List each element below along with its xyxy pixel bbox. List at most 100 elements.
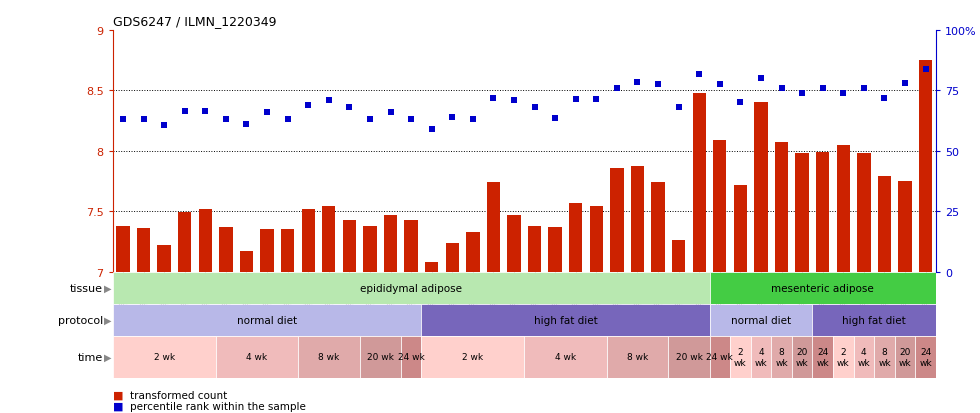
Point	[444, 114, 461, 121]
Bar	[508, 215, 520, 272]
Text: mesenteric adipose: mesenteric adipose	[771, 283, 874, 293]
Bar	[158, 245, 171, 272]
Bar	[569, 203, 582, 272]
Bar	[792, 336, 812, 378]
Bar	[899, 182, 911, 272]
Text: 8
wk: 8 wk	[878, 347, 891, 367]
Point	[259, 109, 274, 116]
Bar	[816, 153, 829, 272]
Bar	[734, 185, 747, 272]
Point	[342, 105, 358, 112]
Text: time: time	[77, 352, 103, 362]
Text: normal diet: normal diet	[731, 315, 791, 325]
Text: 2
wk: 2 wk	[734, 347, 747, 367]
Bar	[771, 336, 792, 378]
Bar	[137, 228, 150, 272]
Text: 8 wk: 8 wk	[318, 353, 339, 361]
Text: ▶: ▶	[104, 352, 111, 362]
Point	[176, 108, 192, 115]
Bar	[775, 143, 788, 272]
Bar	[590, 207, 603, 272]
Text: 4 wk: 4 wk	[555, 353, 576, 361]
Point	[711, 82, 727, 88]
Bar	[405, 220, 417, 272]
Text: 20
wk: 20 wk	[899, 347, 911, 367]
Text: ■: ■	[113, 401, 123, 411]
Point	[568, 96, 584, 103]
Bar	[713, 140, 726, 272]
Text: 2 wk: 2 wk	[463, 353, 483, 361]
Point	[280, 117, 296, 123]
Point	[507, 97, 522, 104]
Point	[135, 117, 151, 123]
Bar	[854, 336, 874, 378]
Point	[300, 102, 316, 109]
Bar	[652, 183, 664, 272]
Point	[898, 81, 913, 87]
Point	[527, 105, 543, 112]
Point	[486, 95, 502, 102]
Bar	[895, 336, 915, 378]
Bar	[710, 272, 936, 304]
Text: 20 wk: 20 wk	[675, 353, 703, 361]
Bar	[113, 272, 710, 304]
Bar	[796, 154, 808, 272]
Bar	[874, 336, 895, 378]
Bar	[343, 220, 356, 272]
Point	[157, 123, 172, 129]
Text: protocol: protocol	[58, 315, 103, 325]
Text: tissue: tissue	[70, 283, 103, 293]
Point	[733, 100, 749, 107]
Bar	[812, 304, 936, 336]
Point	[753, 76, 768, 83]
Text: 4
wk: 4 wk	[755, 347, 767, 367]
Bar	[421, 304, 710, 336]
Bar	[384, 215, 397, 272]
Bar	[837, 145, 850, 272]
Text: ▶: ▶	[104, 283, 111, 293]
Bar	[710, 304, 812, 336]
Text: 24
wk: 24 wk	[816, 347, 829, 367]
Text: 4 wk: 4 wk	[246, 353, 268, 361]
Bar	[858, 154, 870, 272]
Text: 24 wk: 24 wk	[398, 353, 424, 361]
Point	[651, 82, 666, 88]
Bar	[919, 61, 932, 272]
Bar	[812, 336, 833, 378]
Bar	[364, 226, 376, 272]
Point	[547, 116, 563, 122]
Point	[116, 117, 131, 123]
Bar	[302, 209, 315, 272]
Text: GDS6247 / ILMN_1220349: GDS6247 / ILMN_1220349	[113, 15, 276, 28]
Bar	[421, 336, 524, 378]
Text: 4
wk: 4 wk	[858, 347, 870, 367]
Point	[629, 79, 645, 86]
Point	[835, 90, 851, 97]
Text: percentile rank within the sample: percentile rank within the sample	[130, 401, 306, 411]
Text: transformed count: transformed count	[130, 390, 227, 400]
Bar	[360, 336, 401, 378]
Point	[363, 117, 378, 123]
Bar	[878, 177, 891, 272]
Bar	[668, 336, 710, 378]
Bar	[528, 226, 541, 272]
Bar	[113, 336, 216, 378]
Point	[774, 85, 790, 92]
Point	[198, 108, 214, 115]
Bar	[833, 336, 854, 378]
Bar	[524, 336, 607, 378]
Bar	[425, 262, 438, 272]
Bar	[915, 336, 936, 378]
Bar	[322, 207, 335, 272]
Point	[670, 105, 686, 112]
Bar	[199, 209, 212, 272]
Point	[691, 71, 707, 78]
Bar	[755, 103, 767, 272]
Point	[320, 97, 337, 104]
Text: 20 wk: 20 wk	[367, 353, 394, 361]
Text: ■: ■	[113, 390, 123, 400]
Text: high fat diet: high fat diet	[533, 315, 598, 325]
Bar	[220, 227, 232, 272]
Text: normal diet: normal diet	[237, 315, 297, 325]
Text: 20
wk: 20 wk	[796, 347, 808, 367]
